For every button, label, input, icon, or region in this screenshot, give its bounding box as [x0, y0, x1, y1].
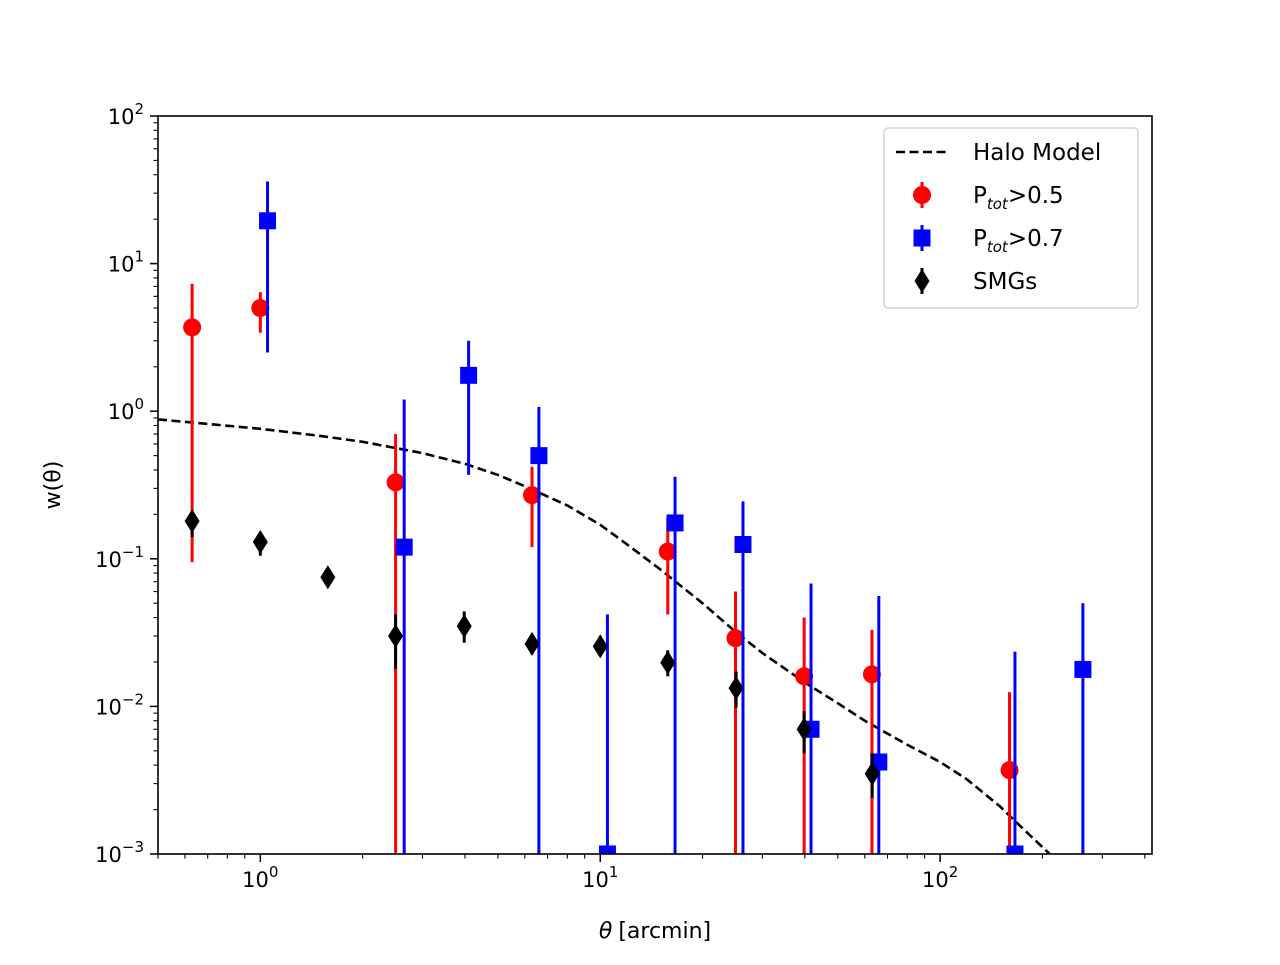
series-smgs	[184, 509, 880, 798]
data-point-square	[734, 535, 752, 553]
data-point-circle	[251, 299, 270, 318]
legend-entry: Halo Model	[896, 140, 1101, 166]
x-axis-title-text: [arcmin]	[618, 919, 711, 944]
data-point-square	[395, 538, 413, 556]
data-point-circle	[658, 542, 677, 561]
legend-entry: Ptot>0.5	[913, 182, 1064, 213]
data-point-diamond	[592, 634, 608, 659]
x-axis: 100 101 102	[157, 854, 1146, 892]
legend-label: Ptot>0.7	[973, 226, 1064, 256]
legend-handle-square	[913, 229, 931, 247]
data-point-diamond	[796, 717, 812, 742]
legend-entry: Ptot>0.7	[913, 225, 1064, 256]
y-tick-label: 10−2	[95, 690, 144, 719]
data-point-square	[666, 514, 684, 532]
data-point-circle	[726, 629, 745, 648]
legend-handle-diamond	[914, 269, 930, 293]
plot-area	[158, 181, 1092, 854]
y-tick-label: 10−1	[95, 543, 144, 572]
data-point-diamond	[184, 509, 200, 534]
legend: Halo Model Ptot>0.5 Ptot>0.7 SMGs	[883, 127, 1139, 309]
series-ptot-0-7	[259, 181, 1092, 854]
x-axis-title-symbol: θ	[599, 919, 613, 944]
legend-handle-circle	[913, 186, 931, 204]
y-tick-label: 101	[108, 248, 144, 277]
x-tick-label: 101	[582, 863, 618, 892]
data-point-circle	[862, 665, 881, 684]
y-axis: 10−3 10−2 10−1 100 101 102	[95, 100, 158, 867]
data-point-diamond	[320, 565, 336, 590]
data-point-circle	[183, 318, 202, 337]
legend-label: Halo Model	[973, 140, 1101, 166]
data-point-diamond	[252, 529, 268, 554]
data-point-diamond	[388, 623, 404, 648]
data-point-square	[530, 447, 548, 465]
series-halo-model	[158, 418, 1051, 854]
data-point-diamond	[524, 631, 540, 656]
x-tick-label: 100	[242, 863, 278, 892]
y-tick-label: 10−3	[95, 838, 144, 867]
data-point-circle	[386, 473, 405, 492]
data-point-diamond	[456, 614, 472, 639]
data-point-diamond	[660, 650, 676, 675]
data-point-square	[259, 212, 277, 230]
series-ptot-0-5	[183, 283, 1019, 854]
axes-frame	[157, 115, 1153, 855]
x-axis-title: θ [arcmin]	[599, 919, 711, 944]
data-point-square	[598, 845, 616, 854]
x-tick-label: 102	[922, 863, 958, 892]
legend-label: SMGs	[973, 269, 1037, 295]
data-point-diamond	[728, 676, 744, 701]
y-tick-label: 102	[108, 100, 144, 129]
legend-entry: SMGs	[914, 268, 1037, 295]
data-point-circle	[795, 667, 814, 686]
legend-label: Ptot>0.5	[973, 183, 1064, 213]
data-point-square	[460, 366, 478, 384]
data-point-square	[1074, 660, 1092, 678]
data-point-circle	[523, 486, 542, 505]
legend-box	[883, 127, 1139, 309]
data-point-square	[1006, 845, 1024, 854]
halo-model-line	[158, 418, 1051, 854]
y-axis-title: w(θ)	[41, 461, 66, 510]
data-point-diamond	[864, 761, 880, 786]
y-tick-label: 100	[108, 395, 144, 424]
